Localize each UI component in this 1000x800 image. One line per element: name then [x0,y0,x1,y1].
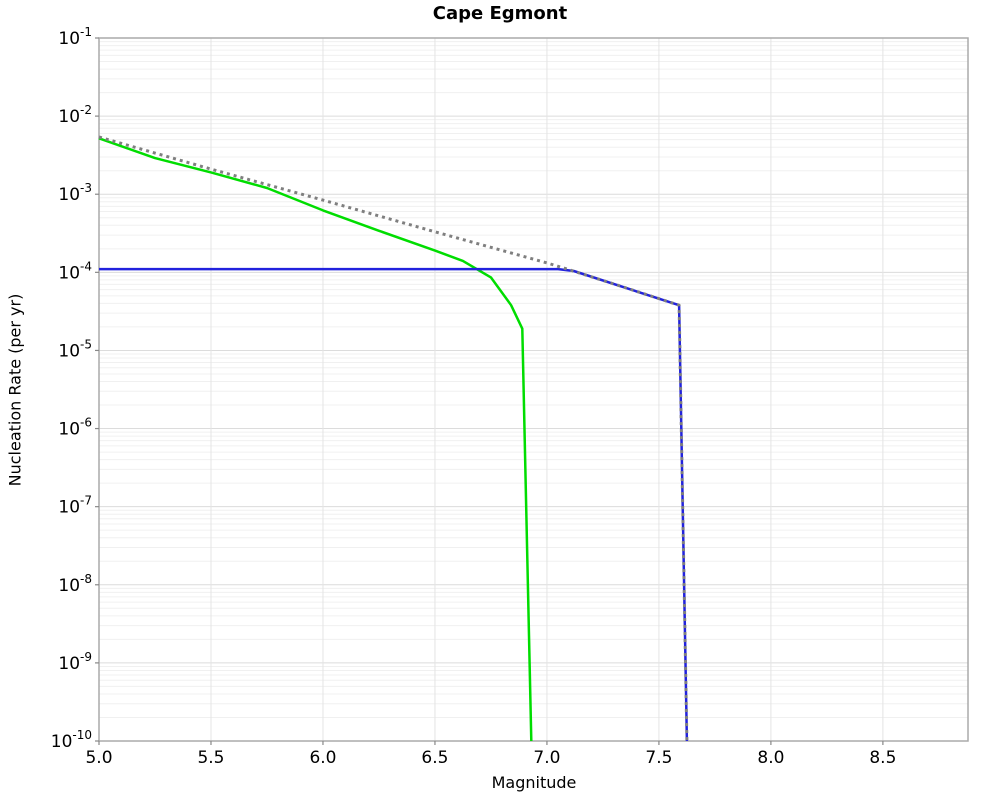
y-tick-label: 10-6 [58,416,92,440]
y-tick-label: 10-9 [58,650,92,674]
y-tick-label: 10-7 [58,494,92,518]
y-tick-label: 10-2 [58,103,92,127]
series-gray-dotted-reference [98,135,689,742]
x-tick-label: 8.5 [869,748,896,768]
y-tick-label: 10-5 [58,337,92,361]
chart-title: Cape Egmont [432,3,568,24]
x-tick-label: 7.0 [533,748,560,768]
x-tick-label: 5.5 [197,748,224,768]
x-tick-label: 6.5 [421,748,448,768]
y-axis-label: Nucleation Rate (per yr) [5,293,25,487]
x-tick-label: 5.0 [85,748,112,768]
x-tick-label: 7.5 [645,748,672,768]
x-tick-label: 8.0 [757,748,784,768]
y-tick-label: 10-8 [58,572,92,596]
x-axis-label: Magnitude [491,773,577,792]
y-tick-label: 10-1 [58,25,92,49]
y-tick-label: 10-10 [51,728,92,752]
y-tick-label: 10-3 [58,181,92,205]
x-tick-label: 6.0 [309,748,336,768]
series-green-tapered [98,137,533,742]
y-tick-label: 10-4 [58,259,92,283]
